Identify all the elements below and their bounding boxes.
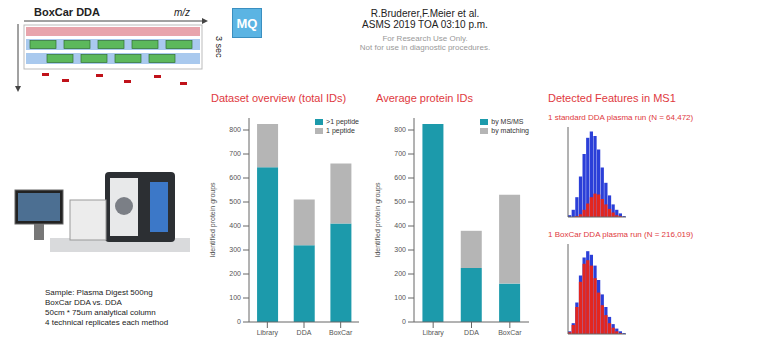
svg-text:300: 300	[229, 246, 241, 253]
svg-text:600: 600	[394, 174, 406, 181]
svg-text:500: 500	[229, 198, 241, 205]
svg-text:Identified protein groups: Identified protein groups	[209, 182, 217, 258]
svg-text:Identified protein groups: Identified protein groups	[374, 182, 382, 258]
svg-text:500: 500	[394, 198, 406, 205]
html-text:Sample: Plasma Digest 500ng: Sample: Plasma Digest 500ng	[45, 288, 153, 297]
html-text:Detected Features in MS1: Detected Features in MS1	[548, 92, 676, 104]
html-text:1 standard DDA plasma run (N =: 1 standard DDA plasma run (N = 64,472)	[548, 113, 694, 122]
html-text:Average protein IDs: Average protein IDs	[376, 92, 473, 104]
svg-text:200: 200	[394, 270, 406, 277]
svg-text:Library: Library	[422, 329, 444, 337]
svg-text:0: 0	[237, 318, 241, 325]
html-text:BoxCar DDA vs. DDA: BoxCar DDA vs. DDA	[45, 298, 122, 307]
svg-text:800: 800	[394, 126, 406, 133]
svg-text:100: 100	[394, 294, 406, 301]
svg-text:400: 400	[229, 222, 241, 229]
html-text:For Research Use Only.: For Research Use Only.	[382, 34, 468, 43]
html-text:1 peptide: 1 peptide	[326, 127, 355, 134]
svg-text:600: 600	[229, 174, 241, 181]
svg-text:m/z: m/z	[174, 7, 190, 18]
html-text:Dataset overview (total IDs): Dataset overview (total IDs)	[211, 92, 347, 104]
svg-text:3 sec: 3 sec	[214, 36, 224, 58]
svg-text:200: 200	[229, 270, 241, 277]
html-text:by MS/MS: by MS/MS	[491, 118, 524, 125]
html-text:by matching: by matching	[491, 127, 529, 134]
svg-text:BoxCar DDA: BoxCar DDA	[34, 6, 100, 18]
svg-text:BoxCar: BoxCar	[329, 329, 353, 336]
svg-text:Library: Library	[257, 329, 279, 337]
svg-text:DDA: DDA	[464, 329, 479, 336]
html-text:4 technical replicates each me: 4 technical replicates each method	[45, 318, 169, 327]
html-text:50cm * 75um analytical column: 50cm * 75um analytical column	[45, 308, 156, 317]
svg-text:400: 400	[394, 222, 406, 229]
svg-text:100: 100	[229, 294, 241, 301]
svg-text:800: 800	[229, 126, 241, 133]
html-text:>1 peptide: >1 peptide	[326, 118, 359, 125]
html-text:Not for use in diagnostic proc: Not for use in diagnostic procedures.	[359, 43, 491, 52]
svg-text:0: 0	[402, 318, 406, 325]
html-text:1 BoxCar DDA plasma run (N = 2: 1 BoxCar DDA plasma run (N = 216,019)	[548, 230, 694, 239]
svg-text:300: 300	[394, 246, 406, 253]
svg-text:700: 700	[229, 150, 241, 157]
html-text:ASMS 2019 TOA 03:10 p.m.: ASMS 2019 TOA 03:10 p.m.	[362, 19, 488, 30]
html-text:R.Bruderer,F.Meier et al.: R.Bruderer,F.Meier et al.	[370, 8, 480, 19]
html-text:MQ: MQ	[236, 15, 258, 31]
svg-text:BoxCar: BoxCar	[498, 329, 522, 336]
svg-text:DDA: DDA	[297, 329, 312, 336]
svg-text:700: 700	[394, 150, 406, 157]
